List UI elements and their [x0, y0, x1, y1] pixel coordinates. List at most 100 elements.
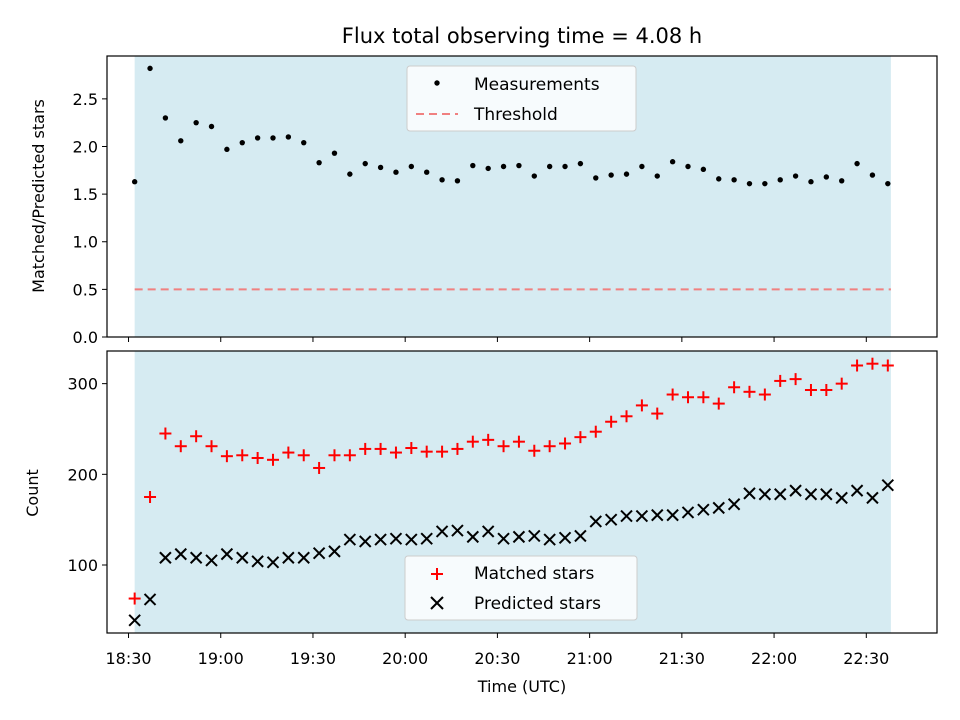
ratio-x-ticks: [128, 337, 867, 342]
count-x-tick-label: 22:00: [751, 649, 797, 668]
measurement-point: [716, 176, 722, 182]
ratio-y-axis-label: Matched/Predicted stars: [29, 99, 48, 293]
count-y-tick-label: 300: [67, 375, 98, 394]
count-y-tick-label: 100: [67, 556, 98, 575]
measurement-point: [193, 119, 199, 126]
predicted-star-point: [589, 515, 602, 528]
measurement-point: [762, 180, 768, 187]
matched-star-point: [620, 410, 633, 423]
matched-star-point: [574, 431, 587, 444]
measurement-point: [224, 146, 230, 153]
ratio-legend: Measurements Threshold: [406, 65, 637, 132]
predicted-star-point: [512, 530, 526, 544]
matched-star-point: [420, 445, 433, 458]
measurement-point: [869, 172, 876, 178]
matched-star-point: [543, 440, 556, 453]
measurement-point: [424, 169, 430, 175]
legend-threshold-label: Threshold: [473, 105, 558, 125]
predicted-star-point: [528, 529, 541, 543]
matched-star-point: [405, 442, 418, 455]
measurement-point: [393, 169, 399, 175]
matched-star-point: [589, 425, 602, 438]
count-y-axis-label: Count: [23, 469, 42, 517]
measurement-point: [854, 160, 860, 167]
legend-measurements-label: Measurements: [474, 75, 600, 95]
matched-star-point: [436, 445, 449, 458]
predicted-star-point: [574, 529, 587, 543]
count-x-tick-label: 19:00: [198, 649, 244, 668]
measurement-point: [593, 175, 599, 181]
matched-star-point: [128, 592, 141, 605]
measurement-point: [608, 172, 614, 178]
measurement-point: [316, 159, 322, 166]
measurement-point: [546, 163, 553, 170]
matched-star-point: [220, 450, 233, 463]
matched-star-point: [682, 391, 694, 404]
ratio-y-tick-label: 1.0: [73, 233, 98, 252]
predicted-star-point: [789, 484, 802, 497]
matched-star-point: [267, 453, 279, 466]
predicted-star-point: [604, 513, 618, 526]
measurement-point: [700, 166, 707, 173]
predicted-star-point: [774, 488, 787, 501]
measurement-point: [162, 115, 169, 121]
predicted-star-point: [651, 508, 664, 522]
x-axis-label: Time (UTC): [477, 677, 566, 696]
matched-star-point: [328, 449, 341, 462]
predicted-star-point: [620, 509, 633, 523]
predicted-star-point: [251, 555, 264, 568]
measurement-point: [470, 162, 476, 169]
ratio-y-tick-label: 0.5: [73, 280, 98, 299]
legend-matched-marker: [431, 568, 443, 580]
count-axes-frame: [106, 350, 938, 634]
predicted-star-point: [174, 547, 187, 561]
matched-star-point: [482, 433, 495, 446]
matched-stars-points: [128, 357, 894, 605]
count-x-tick-label: 21:00: [567, 649, 613, 668]
matched-star-point: [712, 397, 725, 410]
matched-star-point: [881, 359, 894, 372]
count-legend-box: [404, 555, 638, 621]
measurement-point: [516, 162, 522, 169]
measurement-point: [685, 163, 691, 170]
chart-title: Flux total observing time = 4.08 h: [342, 24, 702, 48]
measurement-point: [500, 163, 507, 170]
matched-star-point: [466, 435, 479, 448]
count-y-ticks: 100 200 300: [67, 375, 107, 575]
measurement-point: [439, 177, 445, 183]
predicted-star-point: [205, 554, 218, 567]
predicted-star-point: [697, 503, 710, 516]
measurement-point: [562, 163, 568, 170]
predicted-star-point: [420, 532, 433, 545]
measurement-point: [285, 134, 292, 140]
measurement-point: [239, 139, 245, 146]
predicted-stars-points: [128, 478, 895, 627]
predicted-star-point: [466, 530, 480, 544]
matched-star-point: [144, 490, 157, 503]
predicted-star-point: [497, 532, 510, 545]
measurement-point: [347, 171, 353, 177]
predicted-star-point: [435, 525, 449, 538]
count-panel: 100 200 300 18:30 19:00 19:30 20:00 20:30 21:00…: [23, 350, 938, 696]
matched-star-point: [451, 442, 464, 455]
matched-star-point: [359, 442, 372, 455]
count-x-tick-label: 18:30: [105, 649, 151, 668]
ratio-panel: 0.0 0.5 1.0 1.5 2.0 2.5 Matched/Predicted sta…: [29, 55, 938, 347]
measurement-point: [208, 123, 215, 130]
legend-matched-label: Matched stars: [474, 564, 594, 584]
measurement-point: [362, 160, 368, 167]
predicted-star-point: [297, 551, 310, 564]
matched-star-point: [866, 357, 879, 370]
measurement-point: [808, 179, 814, 185]
matched-star-point: [313, 461, 326, 474]
matched-star-point: [820, 383, 833, 396]
predicted-star-point: [236, 551, 249, 564]
matched-star-point: [374, 442, 387, 455]
measurement-point: [147, 65, 153, 72]
predicted-star-point: [328, 545, 341, 558]
measurement-point: [531, 173, 537, 179]
matched-star-point: [282, 446, 295, 459]
measurement-point: [454, 178, 461, 184]
matched-star-point: [559, 437, 572, 450]
